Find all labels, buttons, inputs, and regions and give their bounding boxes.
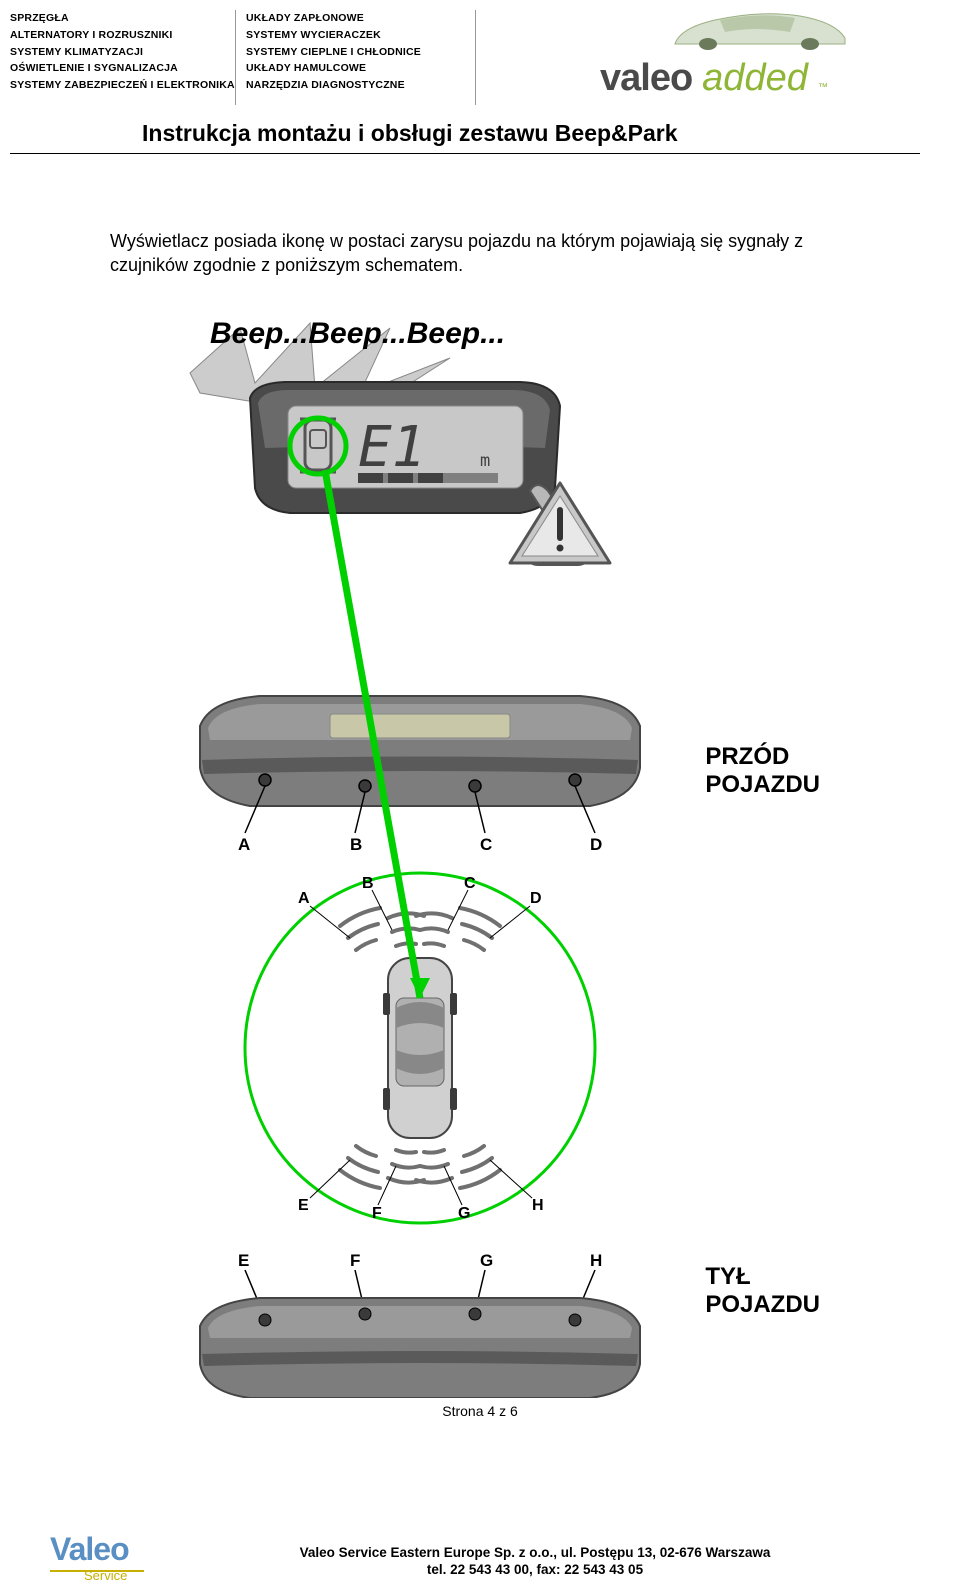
body-paragraph: Wyświetlacz posiada ikonę w postaci zary…	[110, 229, 880, 278]
page-number: Strona 4 z 6	[0, 1403, 960, 1419]
footer-address: Valeo Service Eastern Europe Sp. z o.o.,…	[150, 1544, 920, 1579]
footer-brand-sub: Service	[84, 1568, 144, 1583]
trademark: ™	[818, 82, 828, 93]
display-unit: m	[480, 451, 490, 471]
svg-text:H: H	[532, 1197, 544, 1214]
svg-text:C: C	[464, 875, 476, 892]
front-label: PRZÓDPOJAZDU	[705, 743, 820, 801]
footer-brand: Valeo	[50, 1531, 144, 1568]
display-reading: E1	[358, 415, 425, 480]
sensor-label: B	[350, 835, 362, 854]
footer-line2: tel. 22 543 43 00, fax: 22 543 43 05	[150, 1561, 920, 1579]
header-column-2: UKŁADY ZAPŁONOWE SYSTEMY WYCIERACZEK SYS…	[246, 10, 476, 105]
header-item: SYSTEMY CIEPLNE I CHŁODNICE	[246, 44, 465, 61]
svg-text:E: E	[238, 1251, 249, 1270]
svg-text:E: E	[298, 1197, 309, 1214]
front-bumper-icon: A B C D	[200, 696, 640, 854]
svg-text:F: F	[350, 1251, 360, 1270]
svg-text:B: B	[362, 875, 374, 892]
svg-text:F: F	[372, 1205, 382, 1222]
page-footer: Valeo Service Valeo Service Eastern Euro…	[0, 1544, 960, 1579]
beep-text: Beep...Beep...Beep...	[210, 317, 505, 350]
svg-text:D: D	[530, 890, 542, 907]
sensor-label: A	[238, 835, 250, 854]
brand-name: valeo	[600, 57, 692, 100]
footer-line1: Valeo Service Eastern Europe Sp. z o.o.,…	[150, 1544, 920, 1562]
display-unit-icon: E1 m	[250, 382, 560, 513]
rear-bumper-icon: E F G H	[200, 1251, 640, 1398]
footer-logo: Valeo Service	[50, 1531, 144, 1583]
page-title: Instrukcja montażu i obsługi zestawu Bee…	[10, 110, 920, 154]
sensor-diagram: Beep...Beep...Beep... E1 m	[100, 298, 860, 1398]
header-item: SYSTEMY KLIMATYZACJI	[10, 44, 225, 61]
sensor-label: D	[590, 835, 602, 854]
svg-text:G: G	[458, 1205, 470, 1222]
header-item: UKŁADY HAMULCOWE	[246, 60, 465, 77]
brand-logo: valeo added ™	[600, 8, 900, 100]
header-item: UKŁADY ZAPŁONOWE	[246, 10, 465, 27]
header-item: SPRZĘGŁA	[10, 10, 225, 27]
rear-label: TYŁPOJAZDU	[705, 1263, 820, 1321]
car-topview-icon: A B C D E F	[245, 873, 595, 1223]
header-item: OŚWIETLENIE I SYGNALIZACJA	[10, 60, 225, 77]
svg-text:H: H	[590, 1251, 602, 1270]
svg-text:G: G	[480, 1251, 493, 1270]
diagram-svg: Beep...Beep...Beep... E1 m	[100, 298, 860, 1398]
page-header: SPRZĘGŁA ALTERNATORY I ROZRUSZNIKI SYSTE…	[0, 0, 960, 110]
brand-suffix: added	[702, 57, 808, 100]
header-item: NARZĘDZIA DIAGNOSTYCZNE	[246, 77, 465, 94]
header-item: SYSTEMY ZABEZPIECZEŃ I ELEKTRONIKA	[10, 77, 225, 94]
car-silhouette-icon	[670, 8, 850, 50]
header-item: ALTERNATORY I ROZRUSZNIKI	[10, 27, 225, 44]
sensor-label: C	[480, 835, 492, 854]
svg-text:A: A	[298, 890, 310, 907]
header-item: SYSTEMY WYCIERACZEK	[246, 27, 465, 44]
header-column-1: SPRZĘGŁA ALTERNATORY I ROZRUSZNIKI SYSTE…	[10, 10, 236, 105]
